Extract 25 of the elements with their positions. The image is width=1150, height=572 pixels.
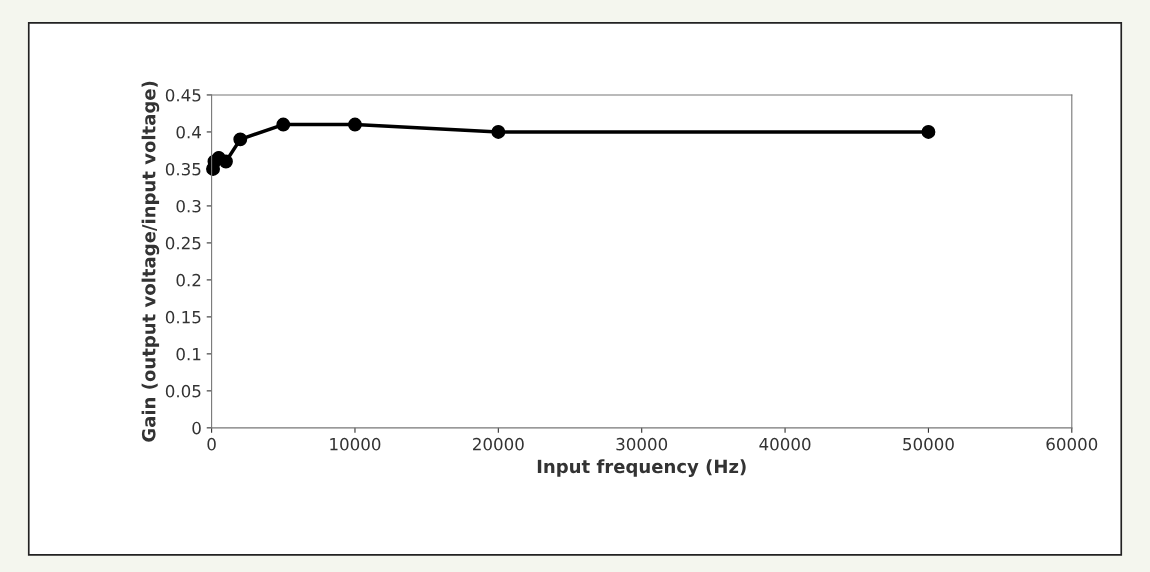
point bbox=[276, 117, 291, 132]
y-tick-label: 0.35 bbox=[165, 162, 201, 176]
point bbox=[218, 154, 233, 169]
point bbox=[921, 124, 936, 139]
y-tick-label: 0.4 bbox=[176, 125, 201, 139]
y-tick-label: 0.25 bbox=[165, 236, 201, 250]
x-tick-label: 60000 bbox=[1046, 437, 1098, 451]
y-tick-label: 0.15 bbox=[165, 310, 201, 324]
x-tick-label: 20000 bbox=[473, 437, 524, 451]
point bbox=[491, 124, 506, 139]
y-tick-label: 0.1 bbox=[176, 347, 201, 361]
x-tick-label: 30000 bbox=[616, 437, 668, 451]
y-tick-label: 0.45 bbox=[165, 88, 201, 102]
y-tick-label: 0.2 bbox=[176, 273, 201, 287]
x-axis-title: Input frequency (Hz) bbox=[537, 459, 746, 477]
x-tick-label: 40000 bbox=[759, 437, 811, 451]
y-tick-label: 0.05 bbox=[165, 384, 201, 398]
y-tick-label: 0 bbox=[192, 421, 201, 435]
point bbox=[233, 132, 248, 147]
y-axis-title: Gain (output voltage/input voltage) bbox=[141, 81, 160, 442]
x-tick-label: 50000 bbox=[903, 437, 954, 451]
y-tick-label: 0.3 bbox=[176, 199, 201, 213]
point bbox=[348, 117, 362, 132]
x-tick-label: 0 bbox=[207, 437, 216, 451]
x-tick-label: 10000 bbox=[330, 437, 381, 451]
